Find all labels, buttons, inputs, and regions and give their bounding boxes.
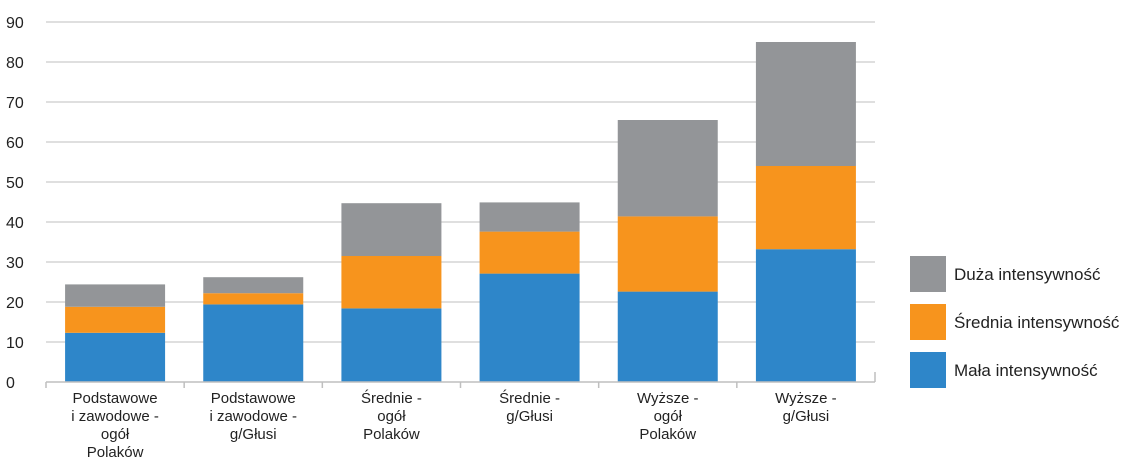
bar-segment-srednia [755,166,856,250]
x-category-label: Średnie -ogół Polaków [361,389,422,443]
gridlines [46,21,875,343]
legend-swatch-srednia [910,304,946,340]
y-axis-ticks: 0 10 20 30 40 50 60 70 80 90 [6,15,24,392]
bar-segment-srednia [479,231,580,274]
bar-segment-duza [65,284,166,307]
x-category-label: Podstawowe i zawodowe -ogół Polaków [71,390,159,461]
legend-label-duza: Duża intensywność [954,265,1101,284]
bars [65,42,856,382]
x-axis-labels: Podstawowe i zawodowe -ogół Polaków Podstaw… [71,389,836,461]
x-category-label: Średnie -g/Głusi [499,389,560,425]
x-category-label: Podstawowe i zawodowe -g/Głusi [209,390,297,443]
bar-segment-srednia [203,293,304,305]
bar-segment-srednia [341,256,442,309]
bar-segment-duza [617,120,718,217]
bar-segment-duza [341,203,442,256]
y-tick-label: 80 [6,55,24,72]
bar-segment-mala [755,249,856,382]
x-category-label: Wyższe -g/Głusi [775,390,837,425]
y-tick-label: 40 [6,215,24,232]
x-axis [45,372,876,388]
legend-swatch-duza [910,256,946,292]
legend-label-mala: Mała intensywność [954,361,1098,380]
bar-segment-srednia [617,216,718,292]
bar-segment-mala [479,273,580,382]
y-tick-label: 30 [6,255,24,272]
bar-segment-srednia [65,306,166,333]
y-tick-label: 90 [6,15,24,32]
bar-segment-mala [203,304,304,382]
bar-segment-mala [617,291,718,382]
y-tick-label: 50 [6,175,24,192]
y-tick-label: 70 [6,95,24,112]
legend-swatch-mala [910,352,946,388]
y-tick-label: 20 [6,295,24,312]
y-tick-label: 0 [6,375,15,392]
legend-label-srednia: Średnia intensywność [954,313,1120,332]
bar-segment-mala [65,332,166,382]
y-tick-label: 10 [6,335,24,352]
x-category-label: Wyższe -ogół Polaków [637,390,699,443]
y-tick-label: 60 [6,135,24,152]
bar-segment-duza [203,277,304,294]
bar-segment-duza [479,202,580,232]
bar-segment-mala [341,308,442,382]
bar-segment-duza [755,42,856,166]
legend-item-mala: Mała intensywność [910,352,1147,388]
legend-item-srednia: Średnia intensywność [910,304,1147,340]
legend-item-duza: Duża intensywność [910,256,1147,292]
